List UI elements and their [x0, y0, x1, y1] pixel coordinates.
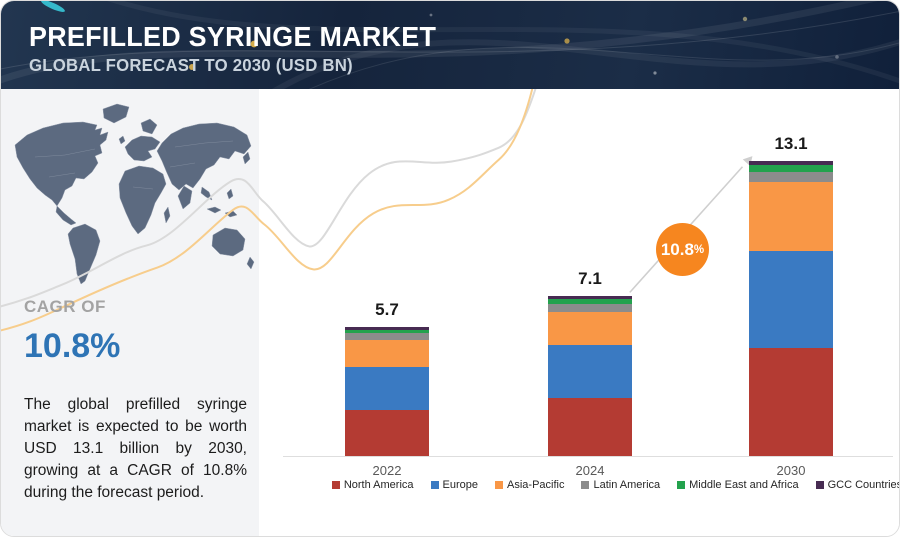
legend-item: Middle East and Africa — [677, 479, 799, 491]
bar-segment-middle-east-and-africa — [548, 299, 632, 304]
header-banner: PREFILLED SYRINGE MARKET GLOBAL FORECAST… — [1, 1, 899, 89]
cagr-value: 10.8% — [24, 327, 121, 365]
bar-segment-gcc-countries — [749, 160, 833, 166]
legend-item: Asia-Pacific — [495, 479, 564, 491]
bar-stack — [345, 327, 429, 456]
bar-segment-europe — [548, 345, 632, 399]
legend-item: GCC Countries — [815, 479, 900, 491]
bar-chart: 10.8% North America Europe Asia-Pacific Lat… — [259, 89, 899, 536]
bar-segment-latin-america — [749, 171, 833, 182]
bar-segment-europe — [749, 250, 833, 348]
bar-segment-latin-america — [345, 333, 429, 340]
bar-segment-asia-pacific — [345, 339, 429, 367]
legend-label: Middle East and Africa — [689, 479, 799, 491]
world-map-image — [14, 103, 255, 285]
legend-swatch — [581, 481, 590, 489]
bar-stack — [749, 160, 833, 456]
legend-swatch — [331, 481, 340, 489]
content-row: CAGR OF 10.8% The global prefilled syrin… — [1, 89, 899, 536]
bar-segment-middle-east-and-africa — [345, 329, 429, 334]
x-axis-label: 2022 — [372, 463, 402, 478]
legend-swatch — [677, 481, 686, 489]
cagr-badge-value: 10.8 — [660, 239, 694, 259]
legend-label: Asia-Pacific — [507, 479, 565, 491]
bar-segment-north-america — [548, 398, 632, 456]
legend-item: Latin America — [581, 479, 660, 491]
legend: North America Europe Asia-Pacific Latin Ame… — [259, 479, 899, 491]
sidebar: CAGR OF 10.8% The global prefilled syrin… — [1, 89, 259, 536]
bar-segment-asia-pacific — [548, 311, 632, 346]
bar-segment-gcc-countries — [548, 295, 632, 300]
legend-label: North America — [343, 479, 414, 491]
x-axis-line — [283, 456, 893, 457]
bar-total-label: 5.7 — [375, 300, 399, 320]
legend-item: Europe — [430, 479, 479, 491]
bar-segment-latin-america — [548, 303, 632, 312]
legend-swatch — [430, 481, 439, 489]
x-axis-label: 2030 — [776, 463, 806, 478]
cagr-label: CAGR OF — [24, 297, 106, 316]
legend-label: Latin America — [593, 479, 661, 491]
report-subtitle: GLOBAL FORECAST TO 2030 (USD BN) — [29, 55, 353, 75]
bar-segment-north-america — [749, 347, 833, 456]
legend-swatch — [495, 481, 504, 489]
legend-item: North America — [331, 479, 414, 491]
x-axis-label: 2024 — [575, 463, 605, 478]
bar-segment-north-america — [345, 409, 429, 456]
legend-swatch — [815, 481, 824, 489]
bar-segment-middle-east-and-africa — [749, 165, 833, 172]
bar-segment-asia-pacific — [749, 181, 833, 251]
cagr-badge: 10.8% — [656, 223, 709, 276]
market-description: The global prefilled syringe market is e… — [24, 396, 247, 501]
legend-label: Europe — [442, 479, 479, 491]
legend-label: GCC Countries — [827, 479, 900, 491]
bar-segment-europe — [345, 366, 429, 410]
bar-total-label: 13.1 — [774, 133, 808, 153]
bar-total-label: 7.1 — [578, 268, 602, 288]
bar-stack — [548, 295, 632, 456]
cagr-badge-percent: % — [693, 243, 705, 256]
report-title: PREFILLED SYRINGE MARKET — [29, 21, 437, 52]
